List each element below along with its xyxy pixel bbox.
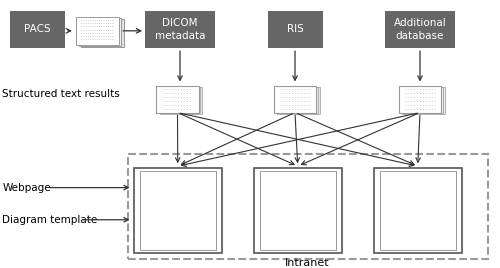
Bar [160, 87, 202, 114]
Bar [402, 87, 445, 114]
Bar [277, 87, 320, 114]
Bar [374, 168, 462, 253]
Bar [385, 11, 455, 48]
Bar [400, 87, 443, 113]
Bar [79, 18, 121, 46]
Bar [254, 168, 342, 253]
Text: Webpage: Webpage [2, 183, 51, 193]
Text: Structured text results: Structured text results [2, 89, 120, 99]
Text: Additional
database: Additional database [394, 18, 446, 41]
Bar [275, 87, 318, 113]
Bar [10, 11, 65, 48]
Bar [380, 171, 456, 250]
Text: DICOM
metadata: DICOM metadata [155, 18, 206, 41]
Bar [76, 17, 119, 45]
Bar [140, 171, 216, 250]
Bar [81, 19, 124, 47]
Bar [274, 86, 316, 113]
Bar [134, 168, 222, 253]
Text: Intranet: Intranet [285, 258, 330, 268]
Bar [145, 11, 215, 48]
Text: RIS: RIS [286, 24, 304, 35]
Bar [268, 11, 322, 48]
Text: Diagram template: Diagram template [2, 215, 98, 225]
Bar [260, 171, 336, 250]
Text: PACS: PACS [24, 24, 51, 35]
Bar [399, 86, 442, 113]
Bar [128, 154, 488, 259]
Bar [158, 87, 200, 113]
Bar [156, 86, 199, 113]
